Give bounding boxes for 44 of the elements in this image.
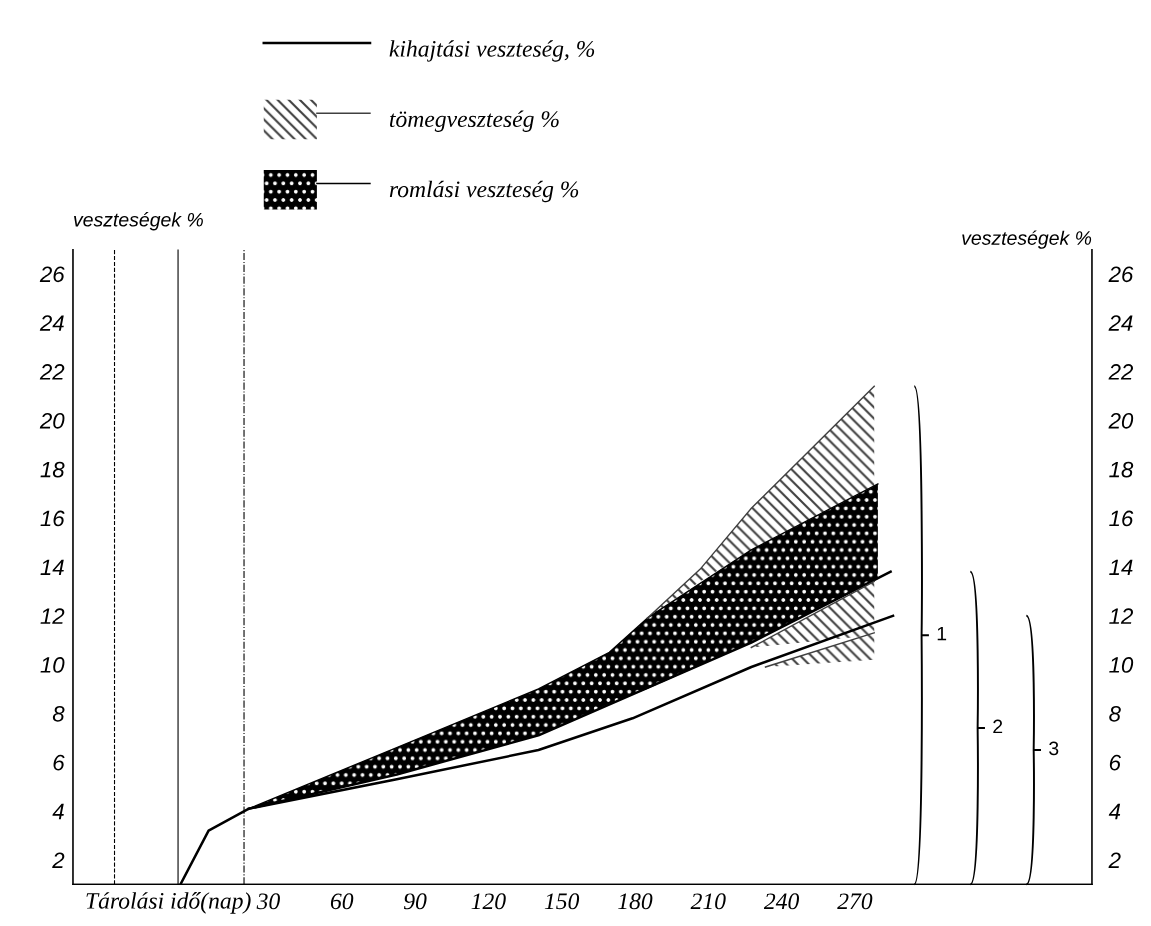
y2-tick-label: 24 [1108,315,1133,331]
legend-label: kihajtási veszteség, % [389,40,595,62]
y-tick-label: 4 [52,803,64,820]
annotation: 3 [1049,741,1059,756]
y2-tick-label: 10 [1109,657,1134,673]
annotation: 1 [937,626,947,641]
y2-tick-label: 2 [1108,852,1121,868]
y-tick-label: 22 [39,364,65,380]
y2-tick-label: 8 [1109,705,1121,722]
x-tick-label: 90 [403,893,427,910]
legend-label: romlási veszteség % [389,180,579,203]
annotation: 2 [993,719,1003,734]
x-tick-label: 270 [837,893,873,910]
y-tick-label: 24 [39,315,64,331]
legend-label: tömegveszteség % [389,110,559,132]
y2-tick-label: 20 [1108,412,1134,429]
y2-axis-title: veszteségek % [962,230,1092,249]
x-tick-label: 30 [256,893,280,910]
y-tick-label: 6 [53,754,65,771]
y-tick-label: 16 [40,510,65,527]
y2-tick-label: 4 [1108,803,1121,820]
y-tick-label: 26 [39,266,65,283]
y-tick-label: 8 [52,705,65,722]
y2-tick-label: 14 [1109,559,1133,575]
x-tick-label: 150 [544,893,580,910]
x-tick-label: 120 [471,893,506,910]
x-tick-label: 180 [618,893,653,910]
y-tick-label: 12 [40,608,65,624]
y-tick-label: 20 [39,412,65,429]
x-tick-label: 210 [690,893,726,910]
y-tick-label: 18 [40,461,65,478]
x-tick-label: 240 [763,893,800,910]
y2-tick-label: 16 [1109,510,1134,527]
x-tick-label: 60 [330,893,354,910]
y-tick-label: 2 [52,852,65,868]
y2-tick-label: 6 [1109,754,1121,771]
y2-tick-label: 18 [1109,461,1134,478]
y2-tick-label: 12 [1109,608,1134,624]
y-tick-label: 10 [40,657,65,673]
y2-tick-label: 22 [1108,364,1134,380]
y-tick-label: 14 [40,559,64,575]
y-axis-title: veszteségek % [74,212,203,231]
x-axis-title: Tárolási idő(nap) [86,891,251,914]
y2-tick-label: 26 [1108,266,1134,283]
